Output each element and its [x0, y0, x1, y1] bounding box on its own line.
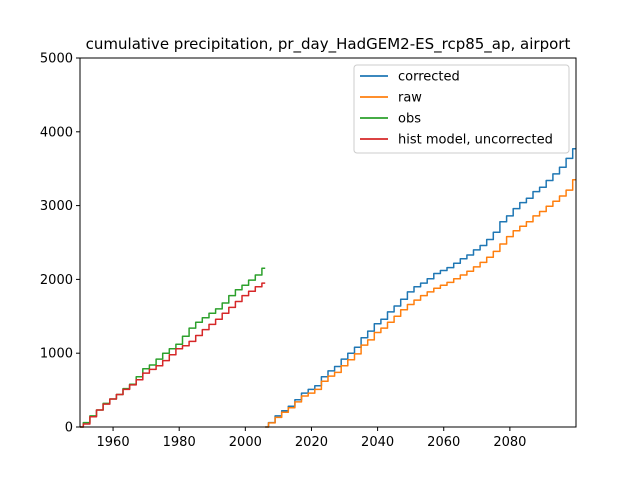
legend-box	[353, 64, 570, 154]
legend-label: raw	[398, 91, 422, 106]
y-tick-label: 1000	[40, 347, 73, 362]
legend-label: hist model, uncorrected	[398, 133, 553, 148]
series-line-raw	[265, 179, 576, 428]
x-tick-label: 1980	[163, 435, 196, 450]
x-tick-label: 2060	[427, 435, 460, 450]
y-tick-label: 4000	[40, 125, 73, 140]
y-tick-label: 3000	[40, 199, 73, 214]
series-line-hist-model-uncorrected	[80, 282, 266, 428]
legend-label: corrected	[398, 70, 460, 85]
plot-area	[80, 148, 576, 428]
x-tick-label: 2020	[295, 435, 328, 450]
x-tick-label: 2040	[361, 435, 394, 450]
y-tick-label: 2000	[40, 273, 73, 288]
legend-label: obs	[398, 112, 421, 127]
y-tick-label: 0	[65, 421, 73, 436]
series-line-corrected	[265, 148, 576, 428]
chart-title: cumulative precipitation, pr_day_HadGEM2…	[86, 35, 571, 54]
y-axis: 0 1000 2000 3000 4000 5000	[40, 52, 80, 436]
x-tick-label: 2000	[229, 435, 262, 450]
y-tick-label: 5000	[40, 52, 73, 67]
x-axis: 1960 1980 2000 2020 2040 2060 2080	[97, 427, 526, 450]
x-tick-label: 2080	[493, 435, 526, 450]
legend: corrected raw obs hist model, uncorrected	[353, 64, 570, 154]
x-tick-label: 1960	[97, 435, 130, 450]
axes-frame	[79, 57, 577, 428]
